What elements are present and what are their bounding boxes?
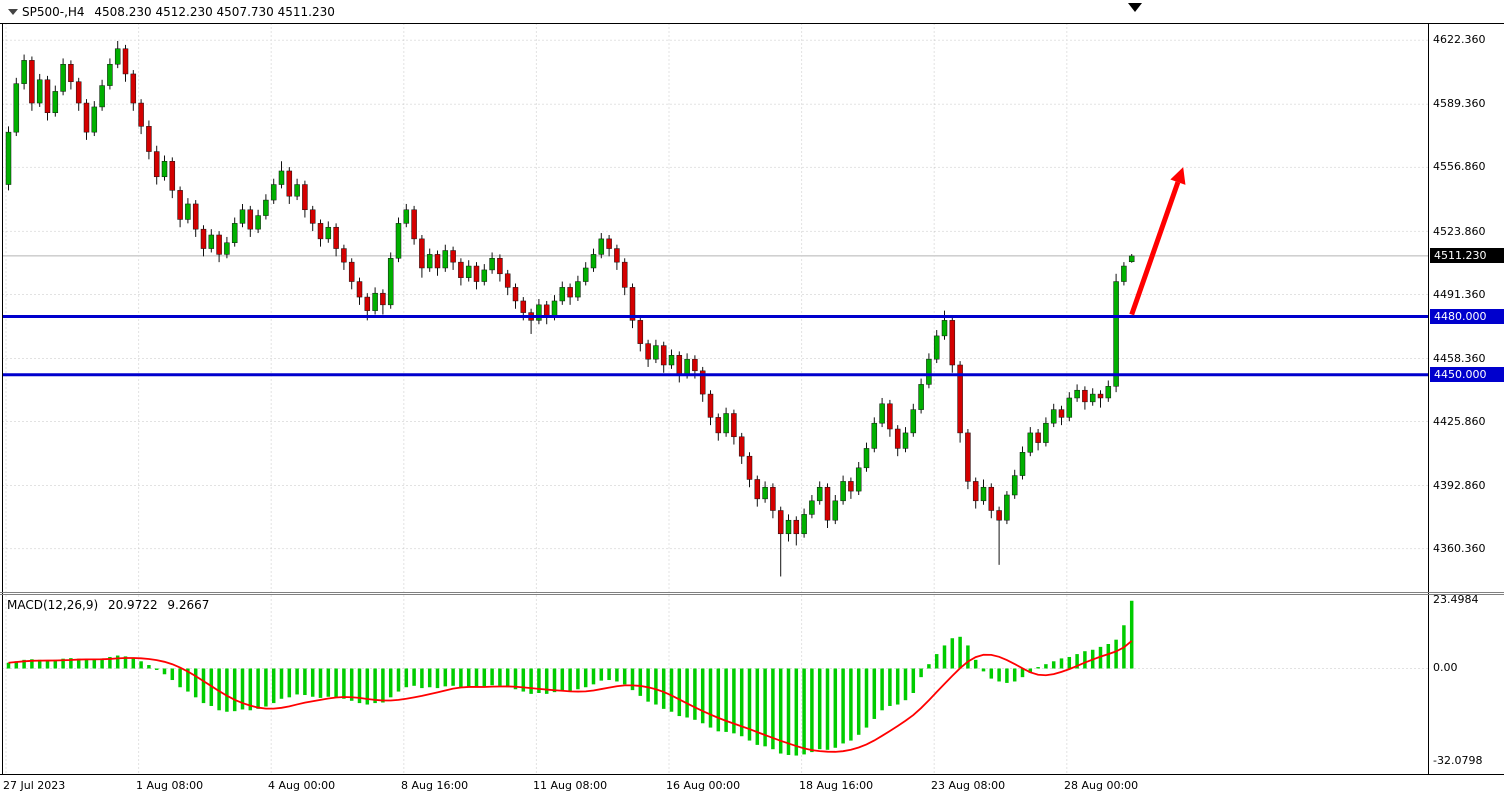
macd-axis-tick: 23.4984: [1433, 593, 1479, 606]
time-axis-tick: 8 Aug 16:00: [401, 779, 469, 792]
time-axis-tick: 16 Aug 00:00: [666, 779, 741, 792]
macd-indicator-label: MACD(12,26,9) 20.9722 9.2667: [7, 598, 215, 612]
hline-price-tag[interactable]: 4480.000: [1430, 309, 1504, 324]
macd-axis-tick: -32.0798: [1433, 754, 1483, 767]
price-axis-tick: 4360.360: [1433, 542, 1486, 555]
time-axis-tick: 28 Aug 00:00: [1064, 779, 1139, 792]
hline-price-tag[interactable]: 4450.000: [1430, 367, 1504, 382]
time-axis-tick: 11 Aug 08:00: [533, 779, 608, 792]
time-axis-tick: 23 Aug 08:00: [931, 779, 1006, 792]
price-axis-tick: 4523.860: [1433, 225, 1486, 238]
last-price-tag: 4511.230: [1430, 248, 1504, 263]
time-axis-tick: 4 Aug 00:00: [268, 779, 336, 792]
trend-arrow-object[interactable]: [1129, 167, 1186, 316]
macd-value: 20.9722: [107, 598, 158, 612]
macd-name: MACD(12,26,9): [7, 598, 99, 612]
price-axis-tick: 4589.360: [1433, 97, 1486, 110]
price-axis-tick: 4425.860: [1433, 415, 1486, 428]
grid: [2, 23, 1429, 774]
price-axis-tick: 4622.360: [1433, 33, 1486, 46]
candlestick-series[interactable]: [5, 40, 1135, 577]
macd-axis-tick: 0.00: [1433, 661, 1458, 674]
price-axis-tick: 4556.860: [1433, 160, 1486, 173]
price-axis-tick: 4491.360: [1433, 288, 1486, 301]
chart-shift-marker-icon[interactable]: [1128, 3, 1142, 12]
price-axis-tick: 4392.860: [1433, 479, 1486, 492]
chart-header: SP500-,H4 4508.230 4512.230 4507.730 451…: [22, 5, 335, 19]
time-axis-tick: 1 Aug 08:00: [136, 779, 204, 792]
time-axis-tick: 27 Jul 2023: [3, 779, 66, 792]
symbol-dropdown-icon[interactable]: [8, 9, 18, 15]
macd-signal-value: 9.2667: [167, 598, 210, 612]
ohlc-quote-label: 4508.230 4512.230 4507.730 4511.230: [94, 5, 335, 19]
chart-frame: [0, 23, 1504, 775]
time-axis-tick: 18 Aug 16:00: [799, 779, 874, 792]
price-axis-tick: 4458.360: [1433, 352, 1486, 365]
macd-signal-line: [8, 640, 1133, 753]
symbol-period-label: SP500-,H4: [22, 5, 85, 19]
macd-histogram: [6, 600, 1134, 756]
